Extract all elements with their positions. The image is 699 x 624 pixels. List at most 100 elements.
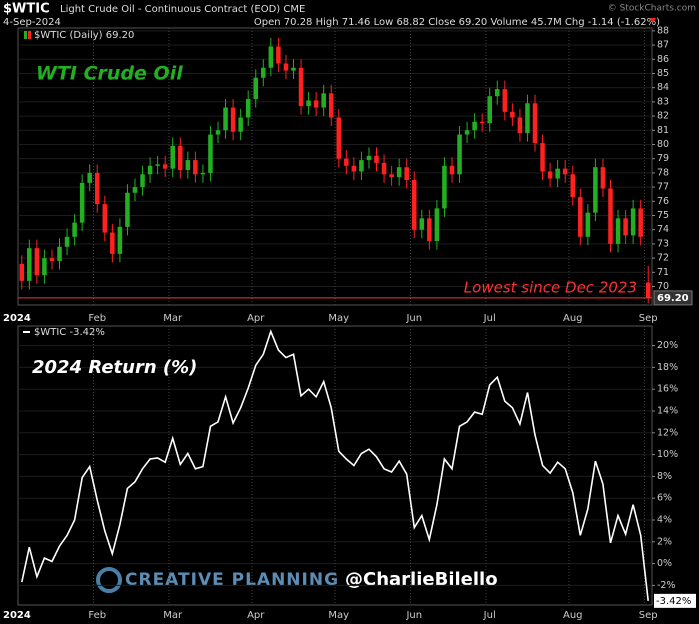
candle-body [434,208,440,242]
candle-body [268,46,274,68]
handle: @CharlieBilello [345,569,498,590]
candle-body [411,179,417,230]
candle-body [87,172,92,183]
candle-body [427,218,432,242]
candle-body [162,164,168,169]
logo-icon [96,567,122,593]
candle-body [27,248,32,281]
candle-body [125,192,130,227]
candle-body [525,103,530,134]
y-tick-label: 73 [657,238,669,249]
x-tick-label: Aug [563,313,583,324]
candle-body [608,188,613,244]
last-value-box [653,290,693,306]
candle-body [64,236,70,247]
candle-body [94,172,100,205]
candle-body [49,258,55,261]
candle-body [472,121,477,131]
last-value-label: 69.20 [657,293,689,304]
candle-body [110,232,115,254]
logo: CREATIVE PLANNING @CharlieBilello [96,567,498,593]
candle-body [291,67,296,71]
candle-body [34,248,40,276]
candle-body [532,103,538,144]
y-tick-label: 88 [657,25,669,36]
candle-body [593,167,598,213]
candle-body [623,218,628,236]
candle-body [600,167,606,189]
candle-body [585,212,591,237]
candle-body [185,160,191,171]
candle-body [223,107,228,131]
y-tick-label: 4% [657,514,672,525]
line-series [21,329,649,601]
candle-body [570,174,576,198]
candle-body [117,226,123,254]
x-tick-label: Apr [247,610,265,621]
candle-body [298,67,304,107]
x-tick-label: Feb [88,610,106,621]
candle-body [283,63,289,71]
candle-body [42,258,47,276]
x-tick-label: Jul [483,313,496,324]
legend-icon [28,31,31,39]
candle-body [547,171,553,179]
x-tick-label: Jul [483,610,496,621]
y-tick-label: 80 [657,139,669,150]
ohlc-info: Open 70.28 High 71.46 Low 68.82 Close 69… [254,17,660,28]
y-tick-label: 85 [657,68,669,79]
legend: $WTIC -3.42% [34,327,105,338]
candle-body [276,46,281,64]
y-tick-label: 75 [657,210,669,221]
candle-body [374,155,379,163]
y-tick-label: 18% [657,362,678,373]
candle-body [638,208,643,237]
candle-body [517,117,523,134]
candle-body [79,182,85,223]
chart-title: 2024 Return (%) [32,357,197,378]
candle-body [193,160,198,175]
candle-body [464,130,470,135]
y-tick-label: 84 [657,82,669,93]
candle-body [510,111,515,118]
y-tick-label: 87 [657,40,669,51]
candle-body [238,117,243,132]
x-tick-label: Jun [405,610,422,621]
candle-body [389,174,394,178]
candle-body [336,117,342,159]
y-tick-label: 72 [657,253,669,264]
chart-title: WTI Crude Oil [36,63,183,85]
candle-body [261,67,266,78]
candle-body [645,282,651,298]
candle-body [245,99,251,118]
candle-body [321,93,326,108]
candle-body [102,204,108,233]
candle-body [200,172,206,175]
candle-body [487,96,492,124]
candle-body [502,89,508,112]
candle-body [457,134,462,175]
down-arrow [650,18,656,23]
candle-body [132,187,138,193]
y-tick-label: 2% [657,536,672,547]
source: © StockCharts.com [608,4,696,14]
candle-body [328,93,334,118]
candle-body [253,77,259,100]
candle-body [615,218,621,244]
x-tick-label: Aug [563,610,583,621]
candle-body [140,174,145,188]
y-tick-label: 10% [657,449,678,460]
x-tick-label: Sep [639,610,658,621]
y-tick-label: 76 [657,196,669,207]
y-tick-label: 78 [657,167,669,178]
candle-body [155,164,160,166]
y-tick-label: 74 [657,224,669,235]
candle-body [630,208,636,236]
candle-body [57,246,62,261]
brand: CREATIVE PLANNING [125,570,339,590]
candle-body [344,158,349,166]
candle-body [479,121,485,124]
date: 4-Sep-2024 [3,17,61,28]
y-tick-label: 81 [657,125,669,136]
x-tick-label: Jun [405,313,422,324]
